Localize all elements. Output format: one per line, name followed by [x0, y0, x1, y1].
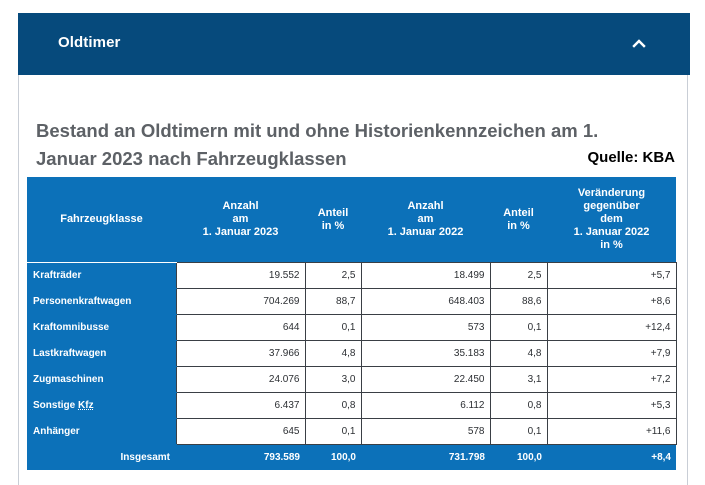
row-label: Sonstige Kfz [27, 392, 176, 419]
row-label: Anhänger [27, 418, 176, 445]
col-header-fahrzeugklasse: Fahrzeugklasse [27, 177, 176, 263]
cell-change: +5,3 [546, 392, 677, 419]
cell-change: +11,6 [546, 418, 677, 445]
table-heading: Bestand an Oldtimern mit und ohne Histor… [36, 120, 599, 169]
cell-change: +12,4 [546, 314, 677, 341]
cell-share-2023: 2,5 [304, 262, 362, 289]
cell-share-2022: 3,1 [489, 366, 548, 393]
accordion-header[interactable]: Oldtimer [18, 13, 690, 75]
cell-change: +5,7 [546, 262, 677, 289]
total-count-2023: 793.589 [176, 444, 305, 470]
table-row: Zugmaschinen 24.076 3,0 22.450 3,1 +7,2 [27, 366, 677, 393]
table-row: Lastkraftwagen 37.966 4,8 35.183 4,8 +7,… [27, 340, 677, 367]
cell-share-2023: 0,1 [304, 314, 362, 341]
table-row: Anhänger 645 0,1 578 0,1 +11,6 [27, 418, 677, 445]
cell-count-2023: 645 [175, 418, 306, 445]
table-header-row: Fahrzeugklasse Anzahl am 1. Januar 2023 … [27, 177, 676, 263]
cell-share-2022: 0,1 [489, 418, 548, 445]
cell-share-2023: 0,8 [304, 392, 362, 419]
total-label: Insgesamt [27, 444, 176, 470]
cell-count-2023: 644 [175, 314, 306, 341]
col-header-anzahl-2022: Anzahl am 1. Januar 2022 [361, 177, 490, 263]
table-row: Sonstige Kfz 6.437 0,8 6.112 0,8 +5,3 [27, 392, 677, 419]
cell-change: +7,2 [546, 366, 677, 393]
row-label: Lastkraftwagen [27, 340, 176, 367]
cell-share-2022: 88,6 [489, 288, 548, 315]
cell-count-2022: 6.112 [360, 392, 491, 419]
table-row: Krafträder 19.552 2,5 18.499 2,5 +5,7 [27, 262, 677, 289]
row-label: Zugmaschinen [27, 366, 176, 393]
table-row: Kraftomnibusse 644 0,1 573 0,1 +12,4 [27, 314, 677, 341]
cell-count-2022: 18.499 [360, 262, 491, 289]
cell-count-2022: 22.450 [360, 366, 491, 393]
cell-share-2022: 0,1 [489, 314, 548, 341]
col-header-anteil-2023: Anteil in % [305, 177, 361, 263]
cell-count-2023: 24.076 [175, 366, 306, 393]
col-header-anteil-2022: Anteil in % [490, 177, 547, 263]
total-count-2022: 731.798 [361, 444, 490, 470]
cell-share-2023: 88,7 [304, 288, 362, 315]
row-label: Kraftomnibusse [27, 314, 176, 341]
cell-share-2023: 0,1 [304, 418, 362, 445]
cell-count-2023: 704.269 [175, 288, 306, 315]
col-header-anzahl-2023: Anzahl am 1. Januar 2023 [176, 177, 305, 263]
cell-count-2022: 35.183 [360, 340, 491, 367]
total-share-2023: 100,0 [305, 444, 361, 470]
row-label: Krafträder [27, 262, 176, 289]
cell-share-2022: 2,5 [489, 262, 548, 289]
row-label: Personenkraftwagen [27, 288, 176, 315]
cell-count-2022: 578 [360, 418, 491, 445]
cell-change: +8,6 [546, 288, 677, 315]
cell-count-2022: 573 [360, 314, 491, 341]
total-share-2022: 100,0 [490, 444, 547, 470]
row-label-prefix: Sonstige [33, 400, 76, 411]
cell-change: +7,9 [546, 340, 677, 367]
accordion-title: Oldtimer [58, 34, 121, 51]
table-total-row: Insgesamt 793.589 100,0 731.798 100,0 +8… [27, 444, 676, 470]
table-row: Personenkraftwagen 704.269 88,7 648.403 … [27, 288, 677, 315]
cell-share-2023: 3,0 [304, 366, 362, 393]
chevron-up-icon[interactable] [632, 38, 646, 48]
cell-share-2022: 4,8 [489, 340, 548, 367]
cell-count-2023: 19.552 [175, 262, 306, 289]
source-label: Quelle: KBA [587, 149, 675, 166]
kfz-abbreviation[interactable]: Kfz [78, 400, 94, 411]
col-header-veraenderung: Veränderung gegenüber dem 1. Januar 2022… [547, 177, 676, 263]
total-change: +8,4 [547, 444, 676, 470]
cell-share-2023: 4,8 [304, 340, 362, 367]
cell-count-2022: 648.403 [360, 288, 491, 315]
cell-count-2023: 37.966 [175, 340, 306, 367]
oldtimer-table: Fahrzeugklasse Anzahl am 1. Januar 2023 … [27, 177, 677, 470]
cell-count-2023: 6.437 [175, 392, 306, 419]
cell-share-2022: 0,8 [489, 392, 548, 419]
